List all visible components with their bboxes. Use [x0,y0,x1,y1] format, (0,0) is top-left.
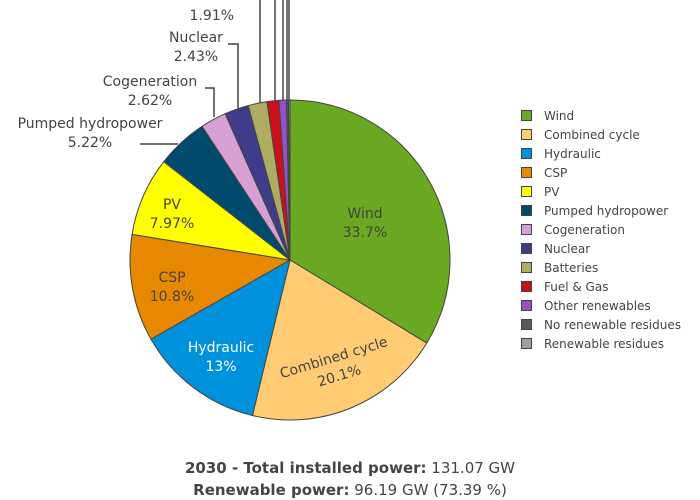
legend-swatch [521,300,532,311]
total-power-line: 2030 - Total installed power: 131.07 GW [0,457,700,479]
legend: Wind Combined cycle Hydraulic CSP PV Pum… [521,106,696,353]
legend-label: Hydraulic [544,146,601,161]
slice-label-wind: Wind 33.7% [343,206,387,241]
slice-label-nuclear: Nuclear 2.43% [169,30,223,65]
total-power-value: 131.07 GW [431,459,516,477]
legend-item-fuel-gas[interactable]: Fuel & Gas [521,277,696,296]
legend-swatch [521,319,532,330]
legend-item-cogeneration[interactable]: Cogeneration [521,220,696,239]
slice-label-cogeneration: Cogeneration 2.62% [103,74,197,109]
legend-swatch [521,224,532,235]
renewable-power-line: Renewable power: 96.19 GW (73.39 %) [0,479,700,500]
legend-label: Cogeneration [544,222,625,237]
pie-slice-csp[interactable] [129,233,292,340]
legend-swatch [521,186,532,197]
legend-item-csp[interactable]: CSP [521,163,696,182]
renewable-power-value: 96.19 GW (73.39 %) [354,481,507,499]
legend-swatch [521,129,532,140]
legend-label: PV [544,184,560,199]
legend-item-other-renewables[interactable]: Other renewables [521,296,696,315]
slice-label-csp: CSP 10.8% [150,270,194,305]
legend-item-batteries[interactable]: Batteries [521,258,696,277]
legend-label: CSP [544,165,568,180]
legend-label: Fuel & Gas [544,279,609,294]
legend-item-wind[interactable]: Wind [521,106,696,125]
legend-label: Wind [544,108,575,123]
legend-swatch [521,281,532,292]
slice-label-pv: PV 7.97% [150,197,194,232]
legend-label: Nuclear [544,241,591,256]
legend-item-hydraulic[interactable]: Hydraulic [521,144,696,163]
legend-swatch [521,243,532,254]
legend-label: Renewable residues [544,336,664,351]
slice-label-pumped-hydropower: Pumped hydropower 5.22% [18,116,163,151]
legend-item-pv[interactable]: PV [521,182,696,201]
pie-slice-hydraulic[interactable] [150,258,291,417]
legend-item-renewable-residues[interactable]: Renewable residues [521,334,696,353]
legend-label: No renewable residues [544,317,681,332]
legend-swatch [521,262,532,273]
legend-swatch [521,205,532,216]
leader-line-nuclear [228,43,239,108]
pie-slice-combined-cycle[interactable] [251,259,428,421]
legend-swatch [521,338,532,349]
pie-slice-renewable-residues[interactable] [287,99,291,261]
legend-label: Pumped hydropower [544,203,669,218]
legend-item-no-renewable-residues[interactable]: No renewable residues [521,315,696,334]
pie-slice-wind[interactable] [289,99,451,344]
renewable-power-label: Renewable power: [193,481,350,499]
total-power-label: 2030 - Total installed power: [184,459,427,477]
pie-slices [129,99,451,421]
legend-item-combined-cycle[interactable]: Combined cycle [521,125,696,144]
legend-swatch [521,148,532,159]
legend-label: Other renewables [544,298,651,313]
legend-swatch [521,167,532,178]
leader-line-cogeneration [205,87,215,117]
summary-footer: 2030 - Total installed power: 131.07 GW … [0,457,700,500]
leader-lines [140,0,290,145]
legend-label: Combined cycle [544,127,640,142]
legend-item-pumped-hydropower[interactable]: Pumped hydropower [521,201,696,220]
legend-label: Batteries [544,260,599,275]
slice-label-hydraulic: Hydraulic 13% [188,340,254,375]
slice-label-batteries: 1.91% [190,8,234,24]
legend-swatch [521,110,532,121]
legend-item-nuclear[interactable]: Nuclear [521,239,696,258]
